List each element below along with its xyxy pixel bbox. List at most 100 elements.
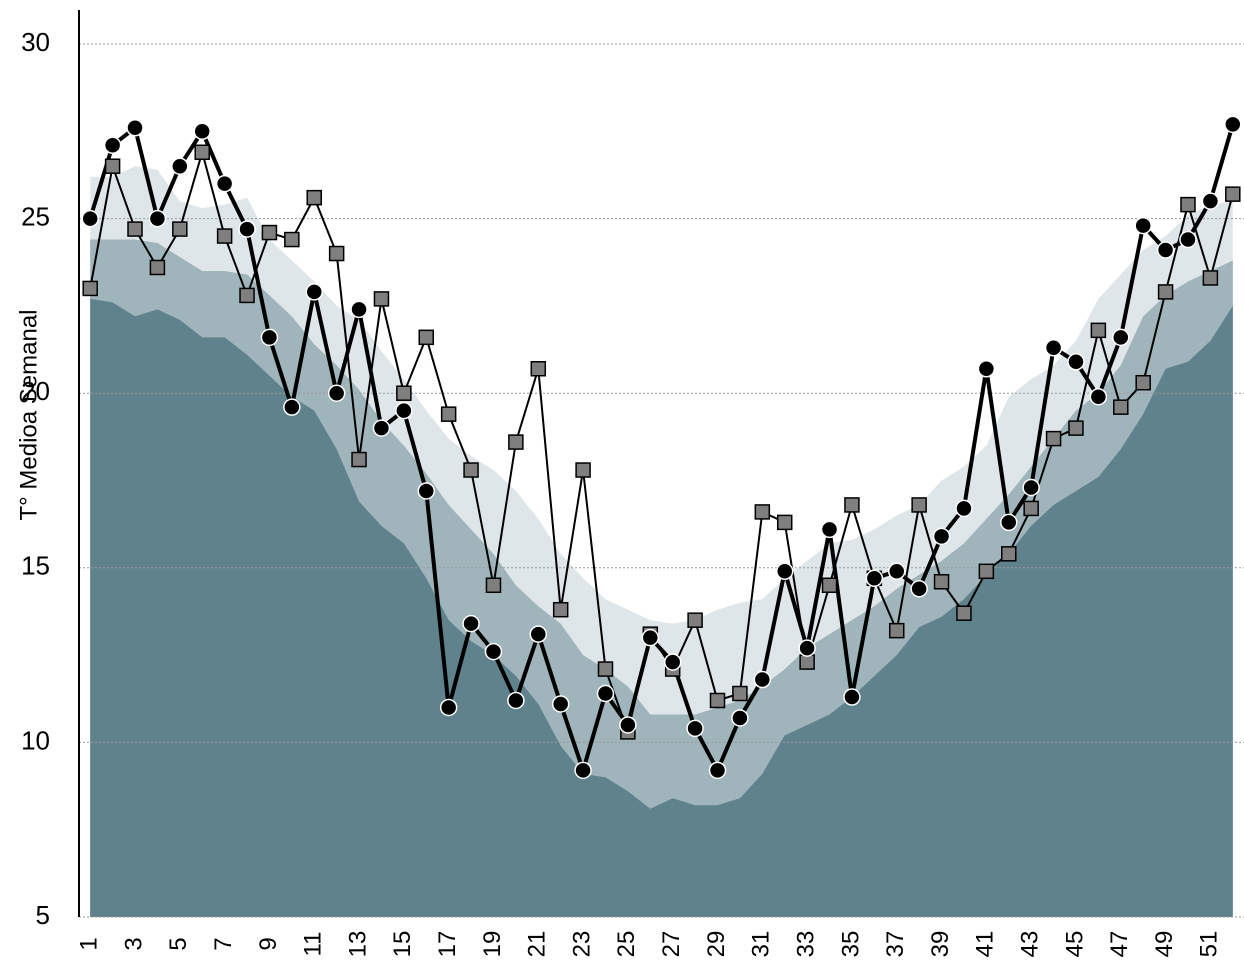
point [711, 693, 725, 707]
point [866, 570, 882, 586]
point [530, 626, 546, 642]
x-tick-label: 51 [1196, 931, 1223, 958]
point [82, 211, 98, 227]
point [799, 640, 815, 656]
point [306, 284, 322, 300]
point [172, 158, 188, 174]
point [822, 521, 838, 537]
x-tick-label: 1 [76, 937, 103, 950]
point [463, 616, 479, 632]
point [261, 329, 277, 345]
x-tick-label: 43 [1017, 931, 1044, 958]
x-tick-label: 11 [300, 932, 327, 957]
point [351, 301, 367, 317]
point [1090, 389, 1106, 405]
point [464, 463, 478, 477]
point [934, 528, 950, 544]
point [912, 498, 926, 512]
point [374, 292, 388, 306]
point [262, 226, 276, 240]
point [598, 662, 612, 676]
point [396, 403, 412, 419]
x-tick-label: 19 [479, 931, 506, 958]
point [732, 710, 748, 726]
point [1002, 547, 1016, 561]
point [1202, 193, 1218, 209]
point [800, 655, 814, 669]
point [1023, 479, 1039, 495]
x-tick-label: 5 [165, 937, 192, 950]
point [240, 288, 254, 302]
point [194, 123, 210, 139]
point [755, 505, 769, 519]
point [149, 211, 165, 227]
point [956, 500, 972, 516]
x-tick-label: 25 [613, 931, 640, 958]
point [979, 564, 993, 578]
y-axis-label: T° Medioa Semanal [15, 309, 42, 520]
point [1047, 432, 1061, 446]
point [823, 578, 837, 592]
point [1180, 232, 1196, 248]
x-tick-label: 35 [837, 931, 864, 958]
point [687, 720, 703, 736]
x-tick-label: 7 [210, 937, 237, 950]
point [486, 578, 500, 592]
point [1114, 400, 1128, 414]
point [1203, 271, 1217, 285]
point [419, 330, 433, 344]
x-tick-label: 45 [1061, 931, 1088, 958]
y-tick-label: 15 [21, 551, 50, 581]
point [575, 762, 591, 778]
point [307, 191, 321, 205]
point [733, 687, 747, 701]
bands [90, 166, 1233, 917]
point [1226, 187, 1240, 201]
point [576, 463, 590, 477]
point [1046, 340, 1062, 356]
point [218, 229, 232, 243]
point [665, 654, 681, 670]
point [83, 281, 97, 295]
point [128, 222, 142, 236]
point [531, 362, 545, 376]
point [1135, 218, 1151, 234]
point [777, 563, 793, 579]
point [284, 399, 300, 415]
x-tick-label: 47 [1106, 931, 1133, 958]
point [1113, 329, 1129, 345]
point [352, 453, 366, 467]
x-tick-label: 49 [1151, 931, 1178, 958]
point [911, 581, 927, 597]
point [105, 137, 121, 153]
point [1001, 514, 1017, 530]
point [553, 696, 569, 712]
point [217, 176, 233, 192]
point [1091, 323, 1105, 337]
y-tick-label: 5 [36, 900, 50, 930]
x-tick-label: 27 [658, 931, 685, 958]
point [508, 692, 524, 708]
point [1024, 501, 1038, 515]
point [441, 699, 457, 715]
point [485, 644, 501, 660]
x-tick-label: 3 [120, 937, 147, 950]
point [106, 159, 120, 173]
x-tick-label: 17 [434, 931, 461, 958]
y-tick-label: 30 [21, 27, 50, 57]
point [845, 498, 859, 512]
point [1159, 285, 1173, 299]
x-tick-label: 21 [524, 931, 551, 958]
point [418, 483, 434, 499]
point [1136, 376, 1150, 390]
point [397, 386, 411, 400]
point [1158, 242, 1174, 258]
x-tick-label: 23 [568, 931, 595, 958]
point [442, 407, 456, 421]
y-tick-label: 25 [21, 201, 50, 231]
x-tick-label: 31 [748, 931, 775, 958]
point [754, 672, 770, 688]
y-tick-label: 10 [21, 725, 50, 755]
point [150, 260, 164, 274]
point [935, 575, 949, 589]
